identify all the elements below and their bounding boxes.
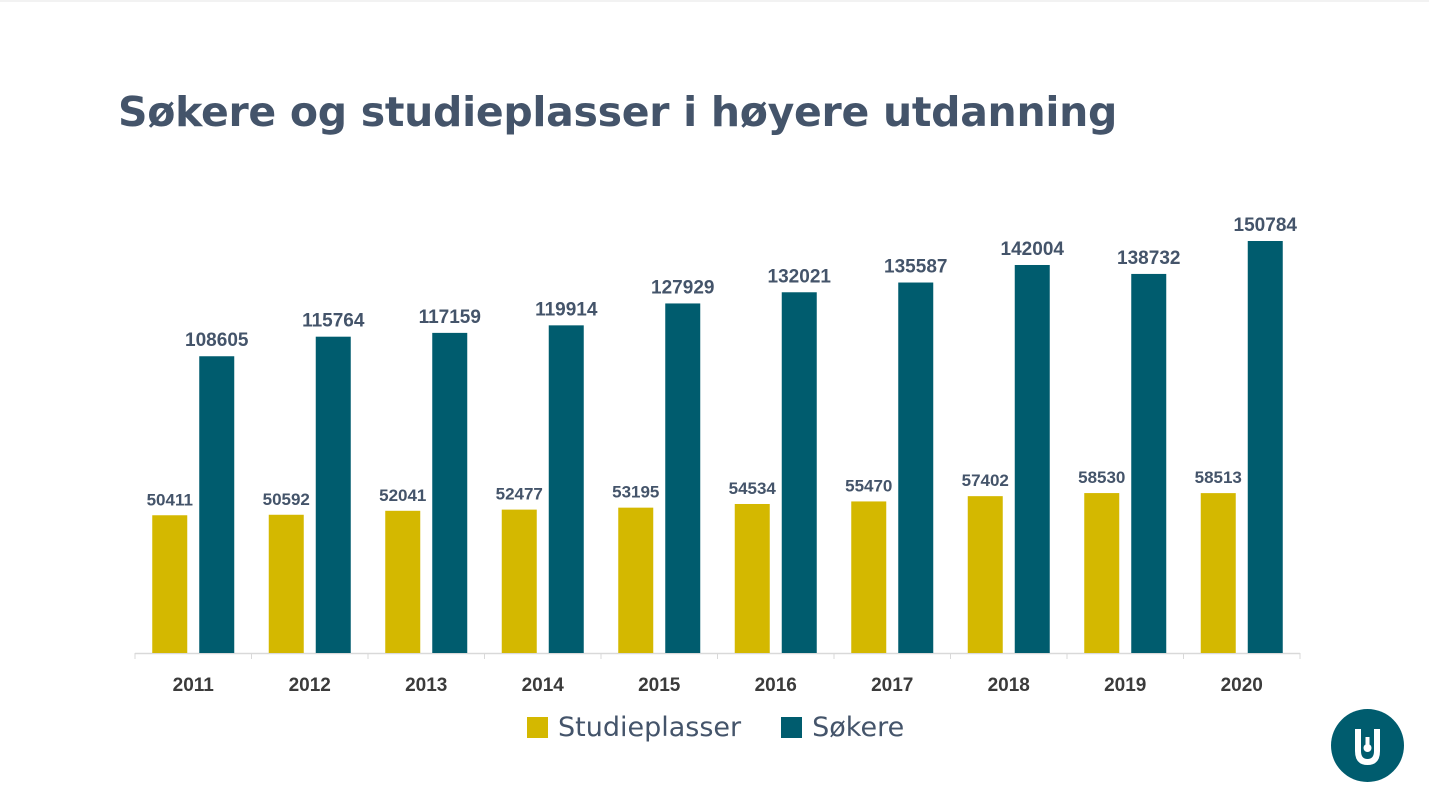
data-label-sokere-2015: 127929 [651,277,714,298]
data-label-sokere-2014: 119914 [535,299,598,320]
top-divider [0,0,1429,2]
x-tick-label-2019: 2019 [1104,675,1146,696]
bar-studieplasser-2012 [268,514,304,653]
bar-sokere-2015 [665,303,701,653]
bar-sokere-2013 [432,332,468,653]
x-tick-label-2012: 2012 [289,675,331,696]
data-label-sokere-2019: 138732 [1117,248,1180,269]
data-label-sokere-2011: 108605 [185,330,249,351]
bar-studieplasser-2018 [967,496,1003,653]
bar-chart: 50411 108605 2011 50592 115764 2012 52041 11715… [134,215,1301,696]
bar-studieplasser-2011 [152,515,188,653]
data-label-sokere-2018: 142004 [1001,239,1065,260]
x-tick-label-2014: 2014 [522,675,565,696]
x-tick-label-2011: 2011 [173,675,215,696]
bar-sokere-2017 [898,282,934,653]
data-label-sokere-2020: 150784 [1234,215,1298,236]
data-label-sokere-2013: 117159 [419,307,481,328]
legend-label-sokere: Søkere [812,712,905,743]
data-label-studieplasser-2015: 53195 [612,483,659,502]
data-label-studieplasser-2011: 50411 [147,490,193,509]
bar-sokere-2012 [315,336,351,653]
x-tick-label-2017: 2017 [871,675,913,696]
bar-studieplasser-2019 [1084,493,1120,653]
legend-label-studieplasser: Studieplasser [558,712,742,743]
data-label-sokere-2016: 132021 [768,266,832,287]
bar-sokere-2019 [1131,273,1167,653]
data-label-studieplasser-2018: 57402 [962,471,1009,490]
legend-item-sokere: Søkere [781,712,904,743]
legend-swatch-studieplasser [527,717,548,738]
data-label-studieplasser-2016: 54534 [729,479,777,498]
bar-sokere-2018 [1014,264,1050,653]
bar-sokere-2014 [548,325,584,653]
x-tick-label-2016: 2016 [755,675,797,696]
bar-sokere-2011 [199,356,235,653]
bar-sokere-2020 [1247,241,1283,653]
bar-studieplasser-2015 [618,507,654,653]
chart-legend: Studieplasser Søkere [527,712,904,743]
data-label-sokere-2017: 135587 [884,257,947,278]
x-tick-label-2015: 2015 [638,675,681,696]
data-label-sokere-2012: 115764 [302,311,365,332]
x-tick-label-2013: 2013 [405,675,447,696]
x-tick-label-2020: 2020 [1221,675,1263,696]
university-logo-icon [1331,709,1404,782]
legend-swatch-sokere [781,717,803,738]
bar-studieplasser-2014 [501,509,537,653]
bar-studieplasser-2016 [734,503,770,653]
legend-item-studieplasser: Studieplasser [527,712,741,743]
x-tick-label-2018: 2018 [988,675,1030,696]
data-label-studieplasser-2020: 58513 [1195,468,1242,487]
bar-studieplasser-2013 [385,510,421,653]
bar-studieplasser-2017 [851,501,887,653]
data-label-studieplasser-2017: 55470 [845,476,892,495]
slide-title: Søkere og studieplasser i høyere utdanni… [118,88,1118,136]
data-label-studieplasser-2013: 52041 [379,486,426,505]
data-label-studieplasser-2014: 52477 [496,485,543,504]
bar-sokere-2016 [781,292,817,653]
data-label-studieplasser-2019: 58530 [1078,468,1125,487]
data-label-studieplasser-2012: 50592 [263,490,310,509]
bar-studieplasser-2020 [1200,493,1236,653]
